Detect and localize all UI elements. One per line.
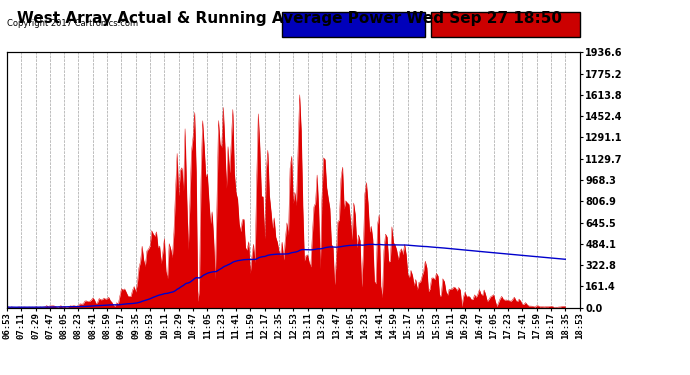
FancyBboxPatch shape [282,12,425,37]
Text: West Array Actual & Running Average Power Wed Sep 27 18:50: West Array Actual & Running Average Powe… [17,11,562,26]
FancyBboxPatch shape [431,12,580,37]
Text: Average  (DC Watts): Average (DC Watts) [310,20,397,29]
Text: West Array  (DC Watts): West Array (DC Watts) [455,20,555,29]
Text: Copyright 2017 Cartronics.com: Copyright 2017 Cartronics.com [8,20,139,28]
